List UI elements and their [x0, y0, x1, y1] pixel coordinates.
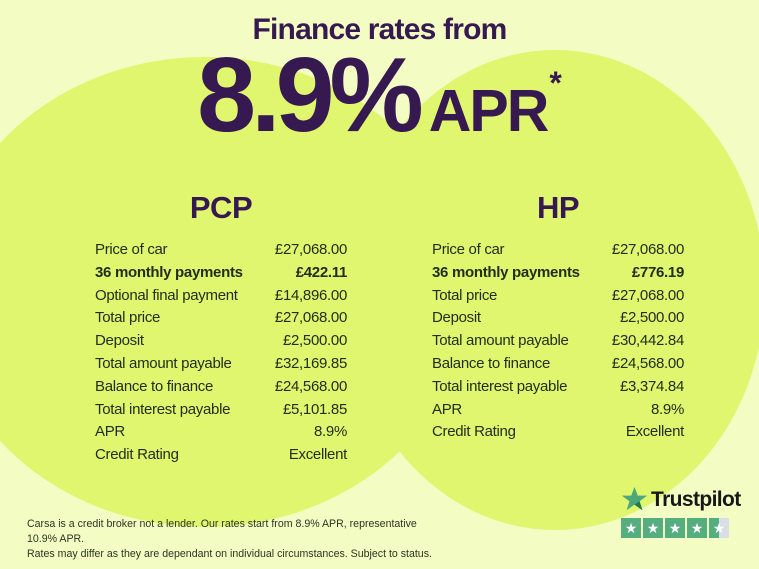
table-row: 36 monthly payments £422.11 — [95, 262, 347, 285]
hp-table-title: HP — [536, 190, 580, 225]
table-row: Total amount payable £32,169.85 — [95, 353, 347, 376]
table-row: Total interest payable £5,101.85 — [95, 399, 347, 422]
table-row: Balance to finance £24,568.00 — [95, 376, 347, 399]
trustpilot-wordmark: Trustpilot — [651, 487, 741, 511]
banner-kicker: Finance rates from — [252, 13, 507, 46]
rating-star-icon: ★ — [687, 518, 707, 538]
headline-rate: 8.9% APR * — [0, 42, 759, 148]
row-value: £27,068.00 — [274, 309, 347, 327]
rate-value: 8.9% — [197, 36, 424, 154]
disclaimer-line-1: Carsa is a credit broker not a lender. O… — [27, 518, 417, 545]
row-label: Price of car — [95, 241, 168, 258]
row-label: APR — [95, 423, 125, 441]
table-row: Total price £27,068.00 — [95, 307, 347, 330]
row-label: Optional final payment — [95, 286, 238, 304]
table-row: Credit Rating Excellent — [95, 444, 347, 467]
row-label: Balance to finance — [432, 354, 551, 372]
row-value: 8.9% — [314, 423, 347, 441]
row-label: Credit Rating — [432, 423, 516, 441]
row-value: £14,896.00 — [274, 286, 347, 304]
pcp-table-title: PCP — [189, 190, 253, 225]
table-row: APR 8.9% — [432, 399, 684, 422]
row-label: APR — [432, 400, 462, 418]
hp-table-rows: Price of car £27,068.00 36 monthly payment… — [432, 239, 684, 444]
row-value: £2,500.00 — [619, 309, 684, 327]
row-value: £27,068.00 — [611, 241, 684, 258]
row-value: £32,169.85 — [274, 354, 347, 372]
legal-disclaimer: Carsa is a credit broker not a lender. O… — [27, 517, 447, 561]
pcp-table-rows: Price of car £27,068.00 36 monthly payment… — [95, 239, 347, 467]
row-value: £27,068.00 — [611, 286, 684, 304]
rating-star-half-icon: ★ — [709, 518, 729, 538]
row-label: Total amount payable — [95, 354, 232, 372]
background-blob-right — [345, 50, 759, 530]
row-label: Balance to finance — [95, 377, 214, 395]
row-value: £422.11 — [295, 263, 348, 281]
row-label: Total amount payable — [432, 332, 569, 350]
table-row: Price of car £27,068.00 — [95, 239, 347, 262]
row-label: Total price — [95, 309, 161, 327]
table-row: APR 8.9% — [95, 421, 347, 444]
row-label: Deposit — [432, 309, 481, 327]
row-label: Total interest payable — [432, 377, 568, 395]
row-value: Excellent — [625, 423, 684, 441]
row-value: £27,068.00 — [274, 241, 347, 258]
row-value: £30,442.84 — [611, 332, 684, 350]
trustpilot-logo: Trustpilot — [621, 486, 741, 513]
table-row: Deposit £2,500.00 — [95, 330, 347, 353]
hp-table: HP Price of car £27,068.00 36 monthly paym… — [432, 190, 684, 444]
row-value: 8.9% — [651, 400, 684, 418]
trustpilot-rating-stars: ★ ★ ★ ★ ★ — [621, 518, 737, 538]
row-label: Total price — [432, 286, 498, 304]
table-row: 36 monthly payments £776.19 — [432, 262, 684, 285]
row-label: Price of car — [432, 241, 505, 258]
row-label: 36 monthly payments — [95, 263, 243, 281]
row-value: £2,500.00 — [282, 332, 347, 350]
table-row: Total interest payable £3,374.84 — [432, 376, 684, 399]
rating-star-icon: ★ — [665, 518, 685, 538]
rating-star-icon: ★ — [621, 518, 641, 538]
disclaimer-line-2: Rates may differ as they are dependant o… — [27, 547, 432, 560]
row-label: Deposit — [95, 332, 144, 350]
table-row: Optional final payment £14,896.00 — [95, 285, 347, 308]
row-value: Excellent — [288, 446, 347, 464]
rate-unit: APR — [428, 78, 550, 144]
rating-star-icon: ★ — [643, 518, 663, 538]
row-label: Credit Rating — [95, 446, 179, 464]
row-value: £24,568.00 — [274, 377, 347, 395]
trustpilot-star-icon — [621, 486, 648, 513]
row-value: £3,374.84 — [619, 377, 684, 395]
rate-asterisk: * — [549, 65, 562, 101]
table-row: Credit Rating Excellent — [432, 421, 684, 444]
row-value: £776.19 — [631, 263, 684, 281]
table-row: Price of car £27,068.00 — [432, 239, 684, 262]
trustpilot-widget: Trustpilot ★ ★ ★ ★ ★ — [621, 486, 741, 538]
table-row: Total amount payable £30,442.84 — [432, 330, 684, 353]
row-value: £5,101.85 — [282, 400, 347, 418]
row-label: Total interest payable — [95, 400, 231, 418]
table-row: Balance to finance £24,568.00 — [432, 353, 684, 376]
table-row: Total price £27,068.00 — [432, 285, 684, 308]
row-label: 36 monthly payments — [432, 263, 580, 281]
row-value: £24,568.00 — [611, 354, 684, 372]
pcp-table: PCP Price of car £27,068.00 36 monthly pay… — [95, 190, 347, 467]
table-row: Deposit £2,500.00 — [432, 307, 684, 330]
